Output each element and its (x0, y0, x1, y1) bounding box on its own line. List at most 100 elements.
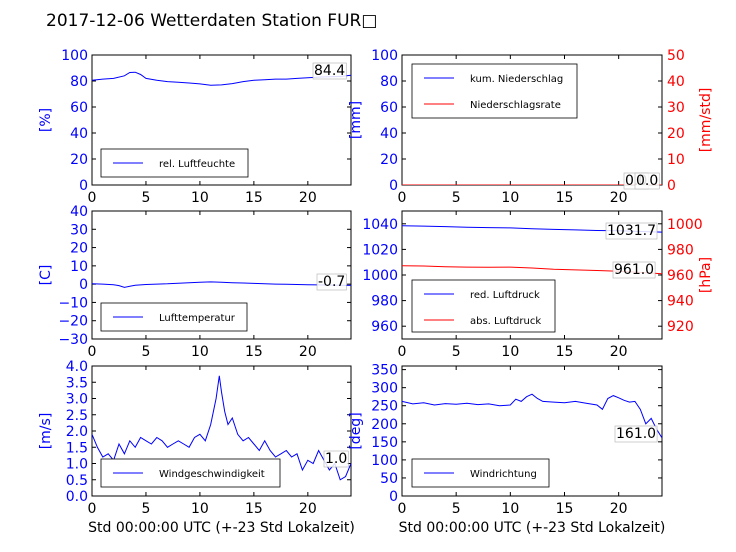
x-tick-label: 10 (501, 344, 519, 360)
y-axis-label: [C] (38, 265, 54, 286)
x-tick-label: 0 (88, 344, 97, 360)
chart-windspeed: 0 5 10 15 200.00.51.01.52.02.53.03.54.0[m/s]… (38, 359, 355, 536)
x-tick-label: 10 (191, 344, 209, 360)
y-tick-label: 60 (70, 100, 88, 116)
y-tick-label: 1020 (362, 242, 398, 258)
y-tick-label: 40 (380, 126, 398, 142)
value-annotation: 961.0 (614, 262, 654, 278)
value-annotation-box (634, 172, 660, 190)
legend-label: rel. Luftfeuchte (159, 159, 235, 170)
legend: kum. Niederschlag Niederschlagsrate (411, 63, 578, 119)
y-right-tick-label: 960 (667, 268, 694, 284)
y-axis-label: [deg] (348, 412, 364, 449)
y-tick-label: 0 (79, 178, 88, 194)
series-line-windspeed (92, 375, 351, 481)
legend-label: abs. Luftdruck (470, 316, 541, 327)
y-tick-label: 2.5 (66, 408, 88, 424)
legend-label: Windgeschwindigkeit (159, 469, 265, 480)
value-annotation-box (323, 450, 349, 468)
x-tick-label: 15 (556, 344, 574, 360)
legend-label: red. Luftdruck (470, 290, 540, 301)
legend-box (100, 302, 248, 332)
y-right-tick-label: 920 (667, 319, 694, 335)
legend-label: Niederschlagsrate (470, 100, 561, 111)
x-tick-label: 20 (299, 344, 317, 360)
x-tick-label: 5 (452, 501, 461, 517)
y-axis-label: [m/s] (38, 413, 54, 450)
y-tick-label: 0 (389, 489, 398, 505)
y-tick-label: 80 (70, 74, 88, 90)
x-tick-label: 10 (191, 190, 209, 206)
y-tick-label: 980 (371, 294, 398, 310)
legend-label: kum. Niederschlag (470, 74, 563, 85)
y-right-tick-label: 0 (667, 178, 676, 194)
value-annotation-box (316, 273, 347, 291)
y-tick-label: 200 (371, 417, 398, 433)
y-right-tick-label: 10 (667, 152, 685, 168)
y-tick-label: 1040 (362, 217, 398, 233)
y-axis-label: [mm] (348, 101, 364, 139)
y-tick-label: 1000 (362, 268, 398, 284)
value-annotation: -0.7 (318, 274, 345, 290)
value-annotation-box (605, 222, 658, 240)
legend: red. Luftdruck abs. Luftdruck (411, 279, 556, 333)
figure-title: 2017-12-06 Wetterdaten Station FUR□ (46, 11, 377, 31)
x-axis-label: Std 00:00:00 UTC (+-23 Std Lokalzeit) (88, 520, 355, 536)
y-right-tick-label: 1000 (667, 217, 703, 233)
y-tick-label: 0.0 (66, 489, 88, 505)
y-tick-label: 20 (70, 241, 88, 257)
y-right-tick-label: 50 (667, 48, 685, 64)
legend: Lufttemperatur (100, 302, 248, 332)
x-tick-label: 15 (245, 501, 263, 517)
y-right-tick-label: 40 (667, 74, 685, 90)
x-tick-label: 20 (610, 344, 628, 360)
y-tick-label: 300 (371, 381, 398, 397)
legend-box (411, 279, 556, 333)
y-tick-label: 0 (79, 277, 88, 293)
series-line-humidity (92, 71, 351, 86)
legend: Windgeschwindigkeit (100, 458, 281, 488)
value-annotation: 161.0 (616, 426, 656, 442)
value-annotation-box (312, 62, 347, 80)
x-tick-label: 0 (398, 501, 407, 517)
y-tick-label: −30 (58, 332, 88, 348)
x-tick-label: 20 (299, 501, 317, 517)
y-tick-label: 40 (70, 126, 88, 142)
series-line-temperature (92, 281, 351, 288)
y-right-tick-label: 940 (667, 294, 694, 310)
value-annotation: 0.0 (636, 173, 658, 189)
x-tick-label: 15 (245, 190, 263, 206)
x-tick-label: 0 (88, 501, 97, 517)
y-tick-label: 100 (371, 453, 398, 469)
y-axis-label: [%] (38, 108, 54, 132)
y-tick-label: 40 (70, 204, 88, 220)
chart-temperature: 0 5 10 15 20 −30 −20 −10 0 10 20 30 40 [C] Lufttempera… (38, 204, 352, 360)
x-tick-label: 5 (141, 344, 150, 360)
legend: rel. Luftfeuchte (100, 148, 249, 178)
y-tick-label: 50 (380, 471, 398, 487)
y-tick-label: −20 (58, 314, 88, 330)
x-tick-label: 10 (501, 501, 519, 517)
x-tick-label: 0 (398, 190, 407, 206)
y-tick-label: 2.0 (66, 424, 88, 440)
y-tick-label: 250 (371, 399, 398, 415)
x-tick-label: 20 (610, 190, 628, 206)
x-tick-label: 20 (610, 501, 628, 517)
y-tick-label: 960 (371, 319, 398, 335)
y-tick-label: 350 (371, 363, 398, 379)
x-tick-label: 5 (452, 190, 461, 206)
y-tick-label: 20 (70, 152, 88, 168)
value-annotation: 1031.7 (607, 223, 656, 239)
chart-pressure: 0 5 10 15 20 960 980 1000 1020 1040 920 940 960 980 10… (362, 210, 714, 360)
legend-box (411, 63, 578, 119)
y-right-axis-label: [mm/std] (698, 88, 714, 153)
x-tick-label: 0 (88, 190, 97, 206)
y-tick-label: −10 (58, 295, 88, 311)
x-tick-label: 10 (501, 190, 519, 206)
y-tick-label: 60 (380, 100, 398, 116)
value-annotation-box (612, 261, 656, 279)
x-tick-label: 5 (141, 190, 150, 206)
y-tick-label: 3.5 (66, 375, 88, 391)
x-tick-label: 15 (245, 344, 263, 360)
